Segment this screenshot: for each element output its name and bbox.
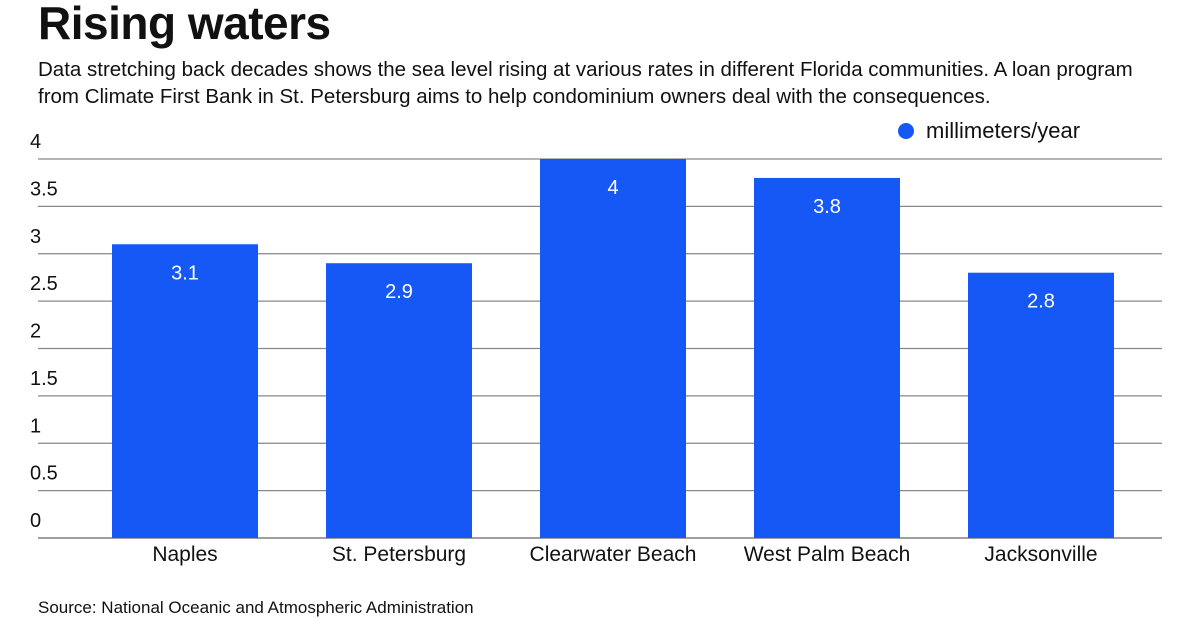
bar [754, 177, 900, 538]
legend: millimeters/year [898, 118, 1080, 144]
bar [112, 244, 258, 538]
chart-title: Rising waters [38, 0, 331, 49]
data-label: 2.8 [1027, 291, 1055, 313]
legend-label: millimeters/year [926, 118, 1081, 143]
y-tick-label: 2 [30, 321, 41, 343]
data-label: 2.9 [385, 281, 413, 303]
data-label: 3.8 [813, 196, 841, 218]
x-tick-label: West Palm Beach [744, 543, 911, 566]
y-tick-label: 0 [30, 510, 41, 532]
data-label: 4 [607, 177, 618, 199]
y-tick-label: 4 [30, 131, 41, 153]
source-note: Source: National Oceanic and Atmospheric… [38, 598, 474, 617]
y-tick-label: 1.5 [30, 368, 58, 390]
y-tick-label: 0.5 [30, 463, 58, 485]
bar [968, 272, 1114, 538]
x-tick-label: Naples [152, 543, 217, 566]
x-tick-label: Jacksonville [984, 543, 1097, 566]
y-tick-label: 3 [30, 226, 41, 248]
chart-subtitle: Data stretching back decades shows the s… [38, 58, 1133, 108]
y-tick-label: 1 [30, 415, 41, 437]
y-tick-label: 2.5 [30, 273, 58, 295]
y-tick-label: 3.5 [30, 178, 58, 200]
bar [326, 263, 472, 538]
bar [540, 159, 686, 538]
x-tick-label: St. Petersburg [332, 543, 466, 566]
data-label: 3.1 [171, 262, 199, 284]
legend-swatch [898, 123, 914, 139]
x-tick-label: Clearwater Beach [530, 543, 697, 566]
